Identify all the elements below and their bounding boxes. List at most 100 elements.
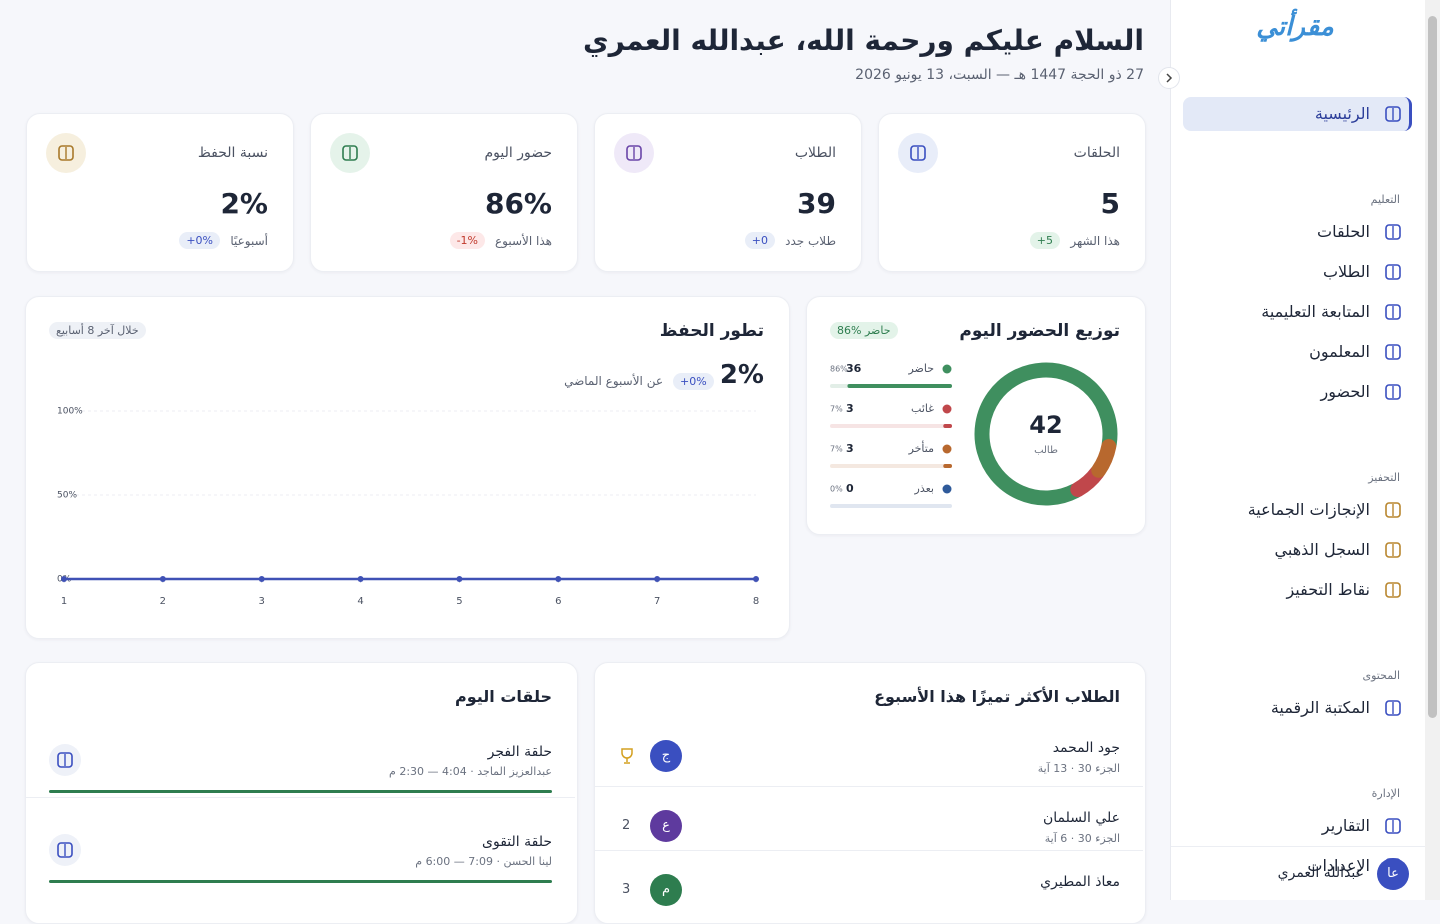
nav-icon [1385, 264, 1401, 280]
icon-shape [1385, 542, 1401, 558]
nav-icon [1385, 384, 1401, 400]
circle-name: حلقة التقوى [482, 834, 552, 850]
legend-bar [847, 384, 952, 388]
donut-segment [1091, 438, 1117, 478]
icon-shape [626, 145, 642, 161]
y-tick-label: 50% [57, 491, 77, 501]
x-tick-label: 3 [259, 596, 265, 607]
scrollbar [1425, 0, 1440, 900]
donut-segment [974, 362, 1118, 506]
nav-item[interactable]: المكتبة الرقمية [1270, 698, 1370, 717]
nav-item[interactable]: الإنجازات الجماعية [1247, 500, 1370, 519]
stat-icon [626, 145, 642, 161]
memorization-badge: خلال آخر 8 أسابيع [49, 322, 146, 339]
nav-item[interactable]: الرئيسية [1314, 104, 1370, 123]
legend-label: بعذر [914, 482, 934, 495]
stat-value: 2% [220, 187, 268, 220]
greeting: السلام عليكم ورحمة الله، عبدالله العمري [583, 24, 1144, 57]
series-point [357, 576, 364, 582]
legend-dot [942, 364, 952, 374]
nav-icon [1385, 818, 1401, 834]
x-tick-label: 5 [456, 596, 462, 607]
icon-shape [1385, 582, 1401, 598]
nav-section-title: التحفيز [1368, 471, 1400, 484]
attendance-title: توزيع الحضور اليوم [959, 321, 1120, 341]
nav-icon [1385, 344, 1401, 360]
icon-shape [1385, 304, 1401, 320]
scroll-thumb [1428, 16, 1437, 718]
nav-icon [1385, 582, 1401, 598]
legend-count: 36 [846, 362, 862, 375]
legend-track [830, 424, 952, 428]
circle-progress [49, 880, 552, 883]
legend-dot [942, 444, 952, 454]
student-avatar: م [650, 874, 682, 906]
nav-item[interactable]: الطلاب [1322, 262, 1370, 281]
attendance-badge: 86% حاضر [830, 322, 898, 339]
nav-icon [1385, 542, 1401, 558]
user-divider [1171, 846, 1425, 847]
legend-label: غائب [911, 402, 934, 415]
student-avatar: ج [650, 740, 682, 772]
circle-progress [49, 790, 552, 793]
nav-item[interactable]: الحلقات [1317, 222, 1370, 241]
nav-section-title: المحتوى [1362, 669, 1400, 682]
legend-percent: 7% [830, 445, 843, 454]
x-tick-label: 8 [753, 596, 759, 607]
nav-item[interactable]: المعلمون [1309, 342, 1370, 361]
student-detail: الجزء 30 · 6 آية [1044, 832, 1120, 845]
stat-value: 39 [797, 187, 836, 220]
series-point [258, 576, 265, 582]
series-point [61, 576, 67, 582]
nav-section-title: التعليم [1370, 193, 1400, 206]
logo: مقرأتي [1256, 12, 1334, 42]
icon-shape [57, 842, 73, 858]
circle-icon [57, 842, 73, 858]
legend-label: حاضر [907, 362, 934, 375]
student-name: معاذ المطيري [1040, 874, 1120, 890]
nav-icon [1385, 106, 1401, 122]
memorization-delta: +0% [673, 373, 714, 390]
circle-detail: عبدالعزيز الماجد · 4:04 — 2:30 م [389, 765, 552, 778]
icon-shape [1385, 224, 1401, 240]
x-tick-label: 4 [357, 596, 363, 607]
trophy [621, 748, 633, 764]
legend-percent: 7% [830, 405, 843, 414]
icon-shape [910, 145, 926, 161]
icon-shape [1385, 502, 1401, 518]
app: مقرأتي السلام عليكم ورحمة الله، عبدالله … [25, 0, 1440, 924]
nav-item[interactable]: الإعدادات [1307, 856, 1370, 875]
legend-bar [943, 424, 952, 428]
icon-shape [342, 145, 358, 161]
nav-item[interactable]: المتابعة التعليمية [1261, 302, 1370, 321]
stat-label: الحلقات [1073, 145, 1120, 161]
donut-chart: 42 طالب [974, 362, 1118, 506]
student-name: علي السلمان [1042, 810, 1120, 826]
stat-delta: +5 [1029, 232, 1060, 249]
x-tick-label: 1 [61, 596, 67, 607]
nav-item[interactable]: التقارير [1321, 816, 1370, 835]
stat-label: نسبة الحفظ [197, 145, 268, 161]
legend-count: 0 [846, 482, 854, 495]
row-divider [595, 786, 1143, 787]
nav-item[interactable]: السجل الذهبي [1274, 540, 1370, 559]
student-avatar: ع [650, 810, 682, 842]
memorization-value: 2% [719, 360, 764, 390]
collapse-button[interactable] [1158, 67, 1180, 89]
chevron [1166, 73, 1173, 83]
series-point [456, 576, 463, 582]
icon-shape [1385, 700, 1401, 716]
stat-icon [58, 145, 74, 161]
trophy-icon [621, 748, 633, 764]
icon-shape [57, 752, 73, 768]
icon-shape [1385, 818, 1401, 834]
nav-item[interactable]: نقاط التحفيز [1286, 580, 1370, 599]
nav-item[interactable]: الحضور [1320, 382, 1370, 401]
donut-total-label: طالب [1034, 445, 1058, 456]
memorization-card [25, 296, 790, 639]
sidebar [1170, 0, 1426, 900]
user-name: عبدالله العمري [1277, 865, 1364, 881]
page: مقرأتي السلام عليكم ورحمة الله، عبدالله … [25, 0, 1440, 924]
